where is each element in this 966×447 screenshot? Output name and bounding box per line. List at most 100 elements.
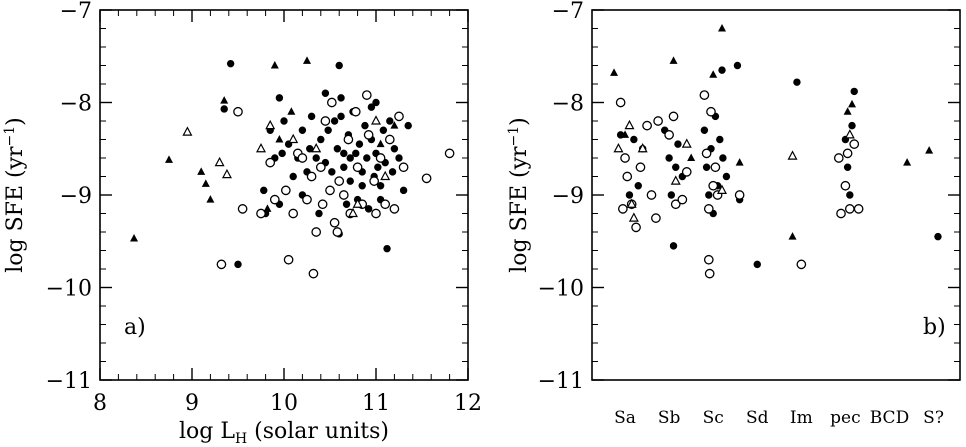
open-triangle-point xyxy=(348,207,358,218)
open-circle-point xyxy=(288,208,299,219)
filled-circle-point xyxy=(733,61,742,70)
open-circle-point xyxy=(706,106,716,117)
y-axis-title-close: ) xyxy=(3,117,28,126)
open-circle-point xyxy=(398,162,409,173)
open-circle-point xyxy=(844,204,855,214)
open-circle-point xyxy=(635,162,646,173)
filled-triangle-point xyxy=(220,96,229,104)
open-circle-point xyxy=(842,148,853,159)
open-triangle-point xyxy=(681,138,692,148)
category-label: S? xyxy=(923,408,944,428)
open-triangle-point xyxy=(352,198,363,208)
y-axis-title-main: log SFE (yr xyxy=(3,146,28,273)
filled-circle-point xyxy=(700,126,709,134)
filled-circle-point xyxy=(337,112,345,121)
x-tick-label: 11 xyxy=(362,391,390,416)
open-circle-point xyxy=(315,162,326,173)
filled-circle-point xyxy=(390,145,399,153)
open-circle-point xyxy=(664,130,674,140)
filled-circle-point xyxy=(665,154,673,162)
y-tick-label: −7 xyxy=(60,0,92,24)
open-circle-point xyxy=(350,106,361,117)
open-triangle-point xyxy=(214,156,225,167)
filled-triangle-point xyxy=(843,107,852,115)
filled-circle-point xyxy=(346,154,354,162)
open-triangle-point xyxy=(182,126,193,136)
x-tick-label: 10 xyxy=(270,391,298,416)
filled-circle-point xyxy=(399,186,408,195)
open-circle-point xyxy=(380,199,391,210)
open-circle-point xyxy=(311,227,322,237)
open-circle-point xyxy=(363,130,374,140)
filled-triangle-point xyxy=(735,158,744,166)
y-tick-label: −10 xyxy=(46,277,92,302)
x-axis-title-rest: (solar units) xyxy=(247,419,389,444)
open-circle-point xyxy=(670,199,681,210)
filled-circle-point xyxy=(843,163,852,171)
open-triangle-point xyxy=(626,198,637,208)
filled-circle-point xyxy=(674,140,682,148)
open-circle-point xyxy=(703,204,714,214)
y-axis-title-main: log SFE (yr xyxy=(507,146,532,273)
y-tick-label: −9 xyxy=(552,184,584,209)
filled-circle-point xyxy=(718,66,726,74)
filled-triangle-point xyxy=(303,56,311,64)
open-circle-point xyxy=(256,208,266,219)
x-tick-label: 12 xyxy=(454,391,482,416)
filled-circle-point xyxy=(312,154,320,162)
filled-triangle-point xyxy=(788,232,797,240)
y-tick-label: −8 xyxy=(552,92,584,117)
filled-circle-point xyxy=(846,191,854,199)
open-circle-point xyxy=(734,190,745,200)
filled-circle-point xyxy=(672,163,680,171)
open-circle-point xyxy=(384,134,395,145)
y-tick-label: −10 xyxy=(538,277,584,302)
filled-circle-point xyxy=(346,177,354,185)
panel-a-points xyxy=(130,56,455,279)
open-circle-point xyxy=(343,134,354,145)
open-circle-point xyxy=(833,153,844,163)
panel-b-y-axis-title: log SFE (yr−1) xyxy=(506,117,532,273)
filled-circle-point xyxy=(355,140,364,148)
filled-triangle-point xyxy=(270,61,279,69)
filled-triangle-point xyxy=(687,153,696,161)
open-circle-point xyxy=(237,204,248,214)
filled-triangle-point xyxy=(610,68,619,76)
filled-circle-point xyxy=(328,168,336,176)
open-triangle-point xyxy=(288,133,299,144)
open-circle-point xyxy=(302,194,312,205)
open-triangle-point xyxy=(311,142,322,153)
open-triangle-point xyxy=(637,142,648,153)
filled-triangle-point xyxy=(925,146,934,154)
open-circle-point xyxy=(265,157,276,168)
open-circle-point xyxy=(389,204,400,214)
filled-triangle-point xyxy=(848,99,857,108)
filled-circle-point xyxy=(667,191,676,199)
open-circle-point xyxy=(840,180,851,191)
open-circle-point xyxy=(308,268,319,279)
open-circle-point xyxy=(620,153,630,163)
open-circle-point xyxy=(329,217,340,228)
open-circle-point xyxy=(615,97,626,108)
filled-circle-point xyxy=(372,98,380,107)
open-circle-point xyxy=(352,162,363,173)
filled-circle-point xyxy=(793,78,801,86)
y-tick-label: −8 xyxy=(60,92,92,117)
category-label: Sa xyxy=(614,408,636,428)
filled-circle-point xyxy=(330,117,339,125)
open-circle-point xyxy=(361,90,372,100)
open-triangle-point xyxy=(717,184,728,194)
open-triangle-point xyxy=(844,129,855,139)
open-triangle-point xyxy=(628,212,639,222)
filled-circle-point xyxy=(260,186,268,195)
filled-circle-point xyxy=(306,145,314,153)
open-circle-point xyxy=(836,208,846,219)
open-circle-point xyxy=(677,194,688,205)
filled-circle-point xyxy=(753,260,761,269)
y-tick-label: −7 xyxy=(552,0,584,24)
filled-circle-point xyxy=(275,94,284,102)
open-circle-point xyxy=(338,190,349,200)
filled-circle-point xyxy=(364,205,373,213)
filled-triangle-point xyxy=(263,204,272,212)
